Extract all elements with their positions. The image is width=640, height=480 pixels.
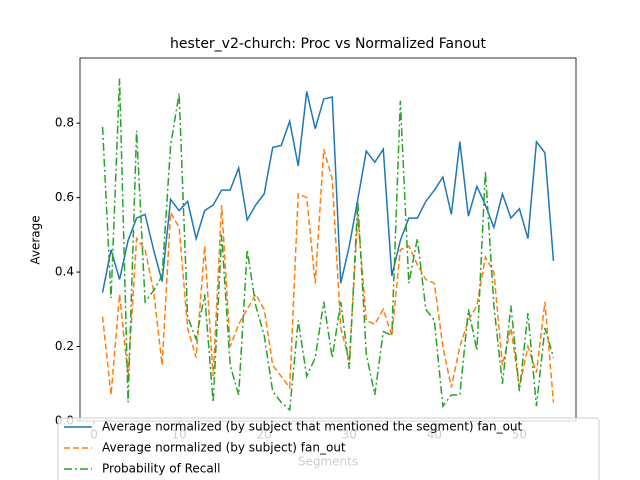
y-tick-label: 0.2	[55, 339, 74, 353]
y-tick-label: 0.4	[55, 265, 74, 279]
chart-title: hester_v2-church: Proc vs Normalized Fan…	[170, 36, 486, 52]
legend-label: Probability of Recall	[102, 462, 220, 476]
data-line	[101, 78, 555, 412]
plot-frame	[79, 57, 577, 422]
legend-label: Average normalized (by subject that ment…	[102, 420, 523, 434]
data-line	[101, 149, 555, 403]
y-tick-label: 0.8	[55, 116, 74, 130]
legend-label: Average normalized (by subject) fan_out	[102, 441, 346, 455]
legend-box	[57, 417, 600, 480]
data-line	[101, 91, 555, 293]
y-tick-label: 0.6	[55, 190, 74, 204]
y-axis-label: Average	[29, 215, 43, 264]
